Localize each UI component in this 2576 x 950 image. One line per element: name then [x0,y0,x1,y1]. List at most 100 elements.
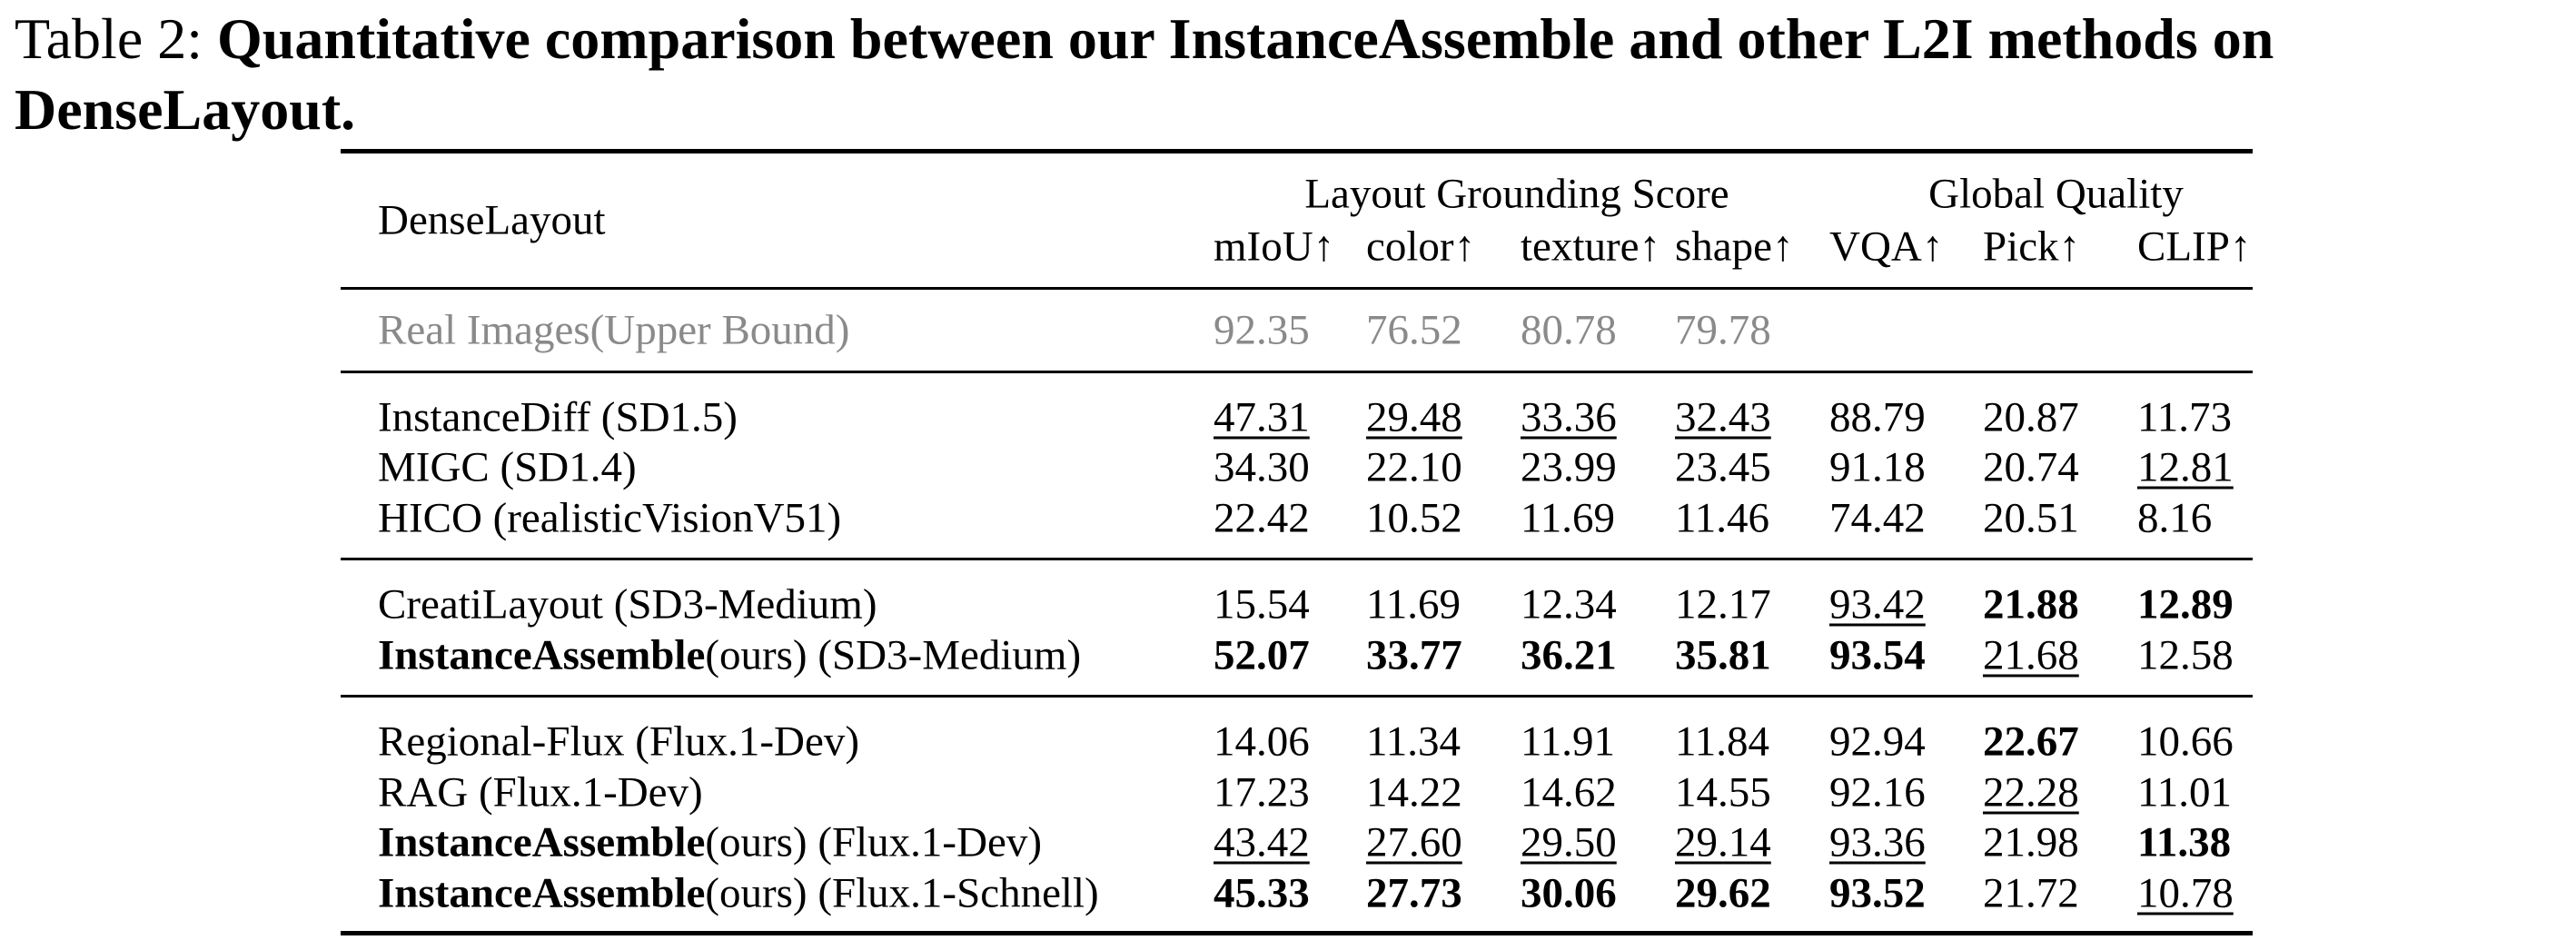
value-cell: 27.73 [1366,869,1462,916]
value-cell: 93.54 [1829,631,1926,678]
method-name: Real Images(Upper Bound) [378,306,850,354]
column-header: VQA↑ [1829,223,1944,271]
section-rule [341,558,2253,561]
method-cell: RAG (Flux.1-Dev) [378,771,703,814]
group-header: Layout Grounding Score [1304,170,1729,218]
method-name: CreatiLayout (SD3-Medium) [378,580,877,628]
value-cell: 36.21 [1521,631,1617,678]
value-cell: 34.30 [1214,443,1310,491]
value-cell: 11.69 [1521,494,1616,541]
value-cell: 45.33 [1214,869,1310,916]
method-name-bold: InstanceAssemble [378,869,706,916]
method-cell: Real Images(Upper Bound) [378,306,850,354]
method-name-bold: InstanceAssemble [378,818,706,866]
method-cell: CreatiLayout (SD3-Medium) [378,580,877,628]
value-cell: 93.36 [1829,818,1926,866]
value-cell: 14.22 [1366,768,1462,816]
value-cell: 10.78 [2137,869,2234,916]
column-header: shape↑ [1675,223,1794,271]
value-cell: 22.42 [1214,494,1310,541]
method-cell: Regional-Flux (Flux.1-Dev) [378,717,859,766]
value-cell: 29.14 [1675,818,1771,866]
group-header: Global Quality [1928,170,2184,218]
value-cell: 21.98 [1983,818,2079,866]
section-rule [341,695,2253,698]
method-name: HICO (realisticVisionV51) [378,494,842,541]
section-rule [341,370,2253,373]
column-header: CLIP↑ [2137,223,2252,271]
column-header: Pick↑ [1983,223,2081,271]
method-name: Regional-Flux (Flux.1-Dev) [378,717,859,766]
value-cell: 29.48 [1366,393,1462,440]
header-rule [341,287,2253,290]
column-header: mIoU↑ [1214,223,1335,271]
value-cell: 11.46 [1675,494,1770,541]
value-cell: 17.23 [1214,768,1310,816]
value-cell: 20.51 [1983,494,2079,541]
value-cell: 14.55 [1675,768,1771,816]
value-cell: 33.36 [1521,393,1617,440]
method-name: InstanceDiff (SD1.5) [378,393,738,440]
value-cell: 20.74 [1983,443,2079,491]
method-name: (ours) (Flux.1-Schnell) [705,869,1099,916]
caption: Table 2: Quantitative comparison between… [15,4,2558,145]
value-cell: 11.34 [1366,717,1461,766]
value-cell: 22.10 [1366,443,1462,491]
value-cell: 88.79 [1829,393,1926,440]
value-cell: 11.91 [1521,717,1616,766]
value-cell: 35.81 [1675,631,1771,678]
column-header: color↑ [1366,223,1476,271]
top-rule [341,149,2253,153]
value-cell: 10.52 [1366,494,1462,541]
value-cell: 30.06 [1521,869,1617,916]
value-cell: 14.62 [1521,768,1617,816]
value-cell: 22.28 [1983,768,2079,816]
method-cell: InstanceAssemble(ours) (Flux.1-Dev) [378,818,1043,866]
value-cell: 22.67 [1983,717,2079,766]
value-cell: 23.99 [1521,443,1617,491]
method-cell: InstanceAssemble(ours) (SD3-Medium) [378,634,1081,677]
method-name: (ours) (Flux.1-Dev) [705,818,1043,866]
value-cell: 14.06 [1214,717,1310,766]
method-name: RAG (Flux.1-Dev) [378,768,703,816]
method-cell: InstanceDiff (SD1.5) [378,396,738,439]
value-cell: 12.89 [2137,580,2234,628]
value-cell: 29.50 [1521,818,1617,866]
value-cell: 11.38 [2137,818,2232,866]
value-cell: 93.52 [1829,869,1926,916]
corner-header: DenseLayout [378,196,606,244]
caption-text: Quantitative comparison between our Inst… [15,6,2274,142]
value-cell: 10.66 [2137,717,2234,766]
bottom-rule [341,931,2253,935]
value-cell: 32.43 [1675,393,1771,440]
value-cell: 11.69 [1366,580,1461,628]
value-cell: 33.77 [1366,631,1462,678]
value-cell: 76.52 [1366,306,1462,354]
caption-label: Table 2: [15,6,203,71]
value-cell: 91.18 [1829,443,1926,491]
value-cell: 8.16 [2137,494,2213,541]
method-name: MIGC (SD1.4) [378,443,637,491]
value-cell: 11.01 [2137,768,2233,816]
value-cell: 12.81 [2137,443,2234,491]
column-header: texture↑ [1521,223,1660,271]
value-cell: 80.78 [1521,306,1617,354]
value-cell: 12.58 [2137,631,2234,678]
value-cell: 29.62 [1675,869,1771,916]
value-cell: 20.87 [1983,393,2079,440]
value-cell: 92.16 [1829,768,1926,816]
method-name: (ours) (SD3-Medium) [705,631,1082,678]
value-cell: 92.35 [1214,306,1310,354]
method-cell: HICO (realisticVisionV51) [378,497,841,539]
method-cell: InstanceAssemble(ours) (Flux.1-Schnell) [378,872,1099,915]
value-cell: 11.84 [1675,717,1770,766]
value-cell: 47.31 [1214,393,1310,440]
value-cell: 21.68 [1983,631,2079,678]
value-cell: 12.34 [1521,580,1617,628]
value-cell: 12.17 [1675,580,1771,628]
value-cell: 15.54 [1214,580,1310,628]
value-cell: 27.60 [1366,818,1462,866]
value-cell: 11.73 [2137,393,2233,440]
value-cell: 74.42 [1829,494,1926,541]
